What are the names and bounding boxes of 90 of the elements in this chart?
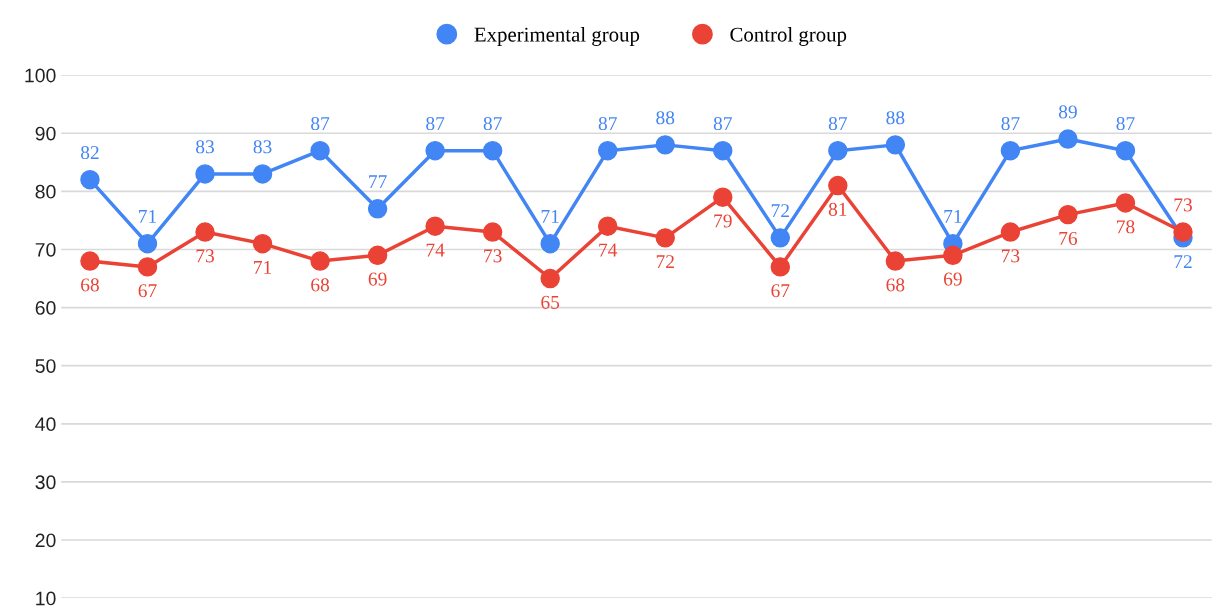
data-label: 87 (828, 116, 847, 131)
data-label: 71 (944, 210, 962, 223)
data-label: 73 (196, 249, 214, 263)
point (425, 140, 445, 161)
point (482, 222, 503, 242)
point (310, 251, 330, 271)
y-tick-label: 20 (35, 533, 56, 548)
data-label: 69 (368, 272, 387, 286)
y-tick-label: 10 (36, 591, 56, 606)
point (655, 135, 675, 155)
data-label: 72 (771, 204, 789, 218)
data-label: 71 (139, 210, 157, 223)
data-label: 67 (138, 284, 157, 298)
data-label: 68 (81, 278, 99, 292)
data-label: 73 (1001, 249, 1020, 263)
point (367, 245, 388, 266)
data-label: 67 (771, 284, 790, 298)
data-label: 74 (426, 243, 445, 257)
point (540, 268, 560, 289)
data-label: 87 (1001, 116, 1020, 131)
point (885, 135, 906, 155)
point (310, 140, 330, 161)
point (597, 216, 618, 236)
y-tick-label: 60 (35, 301, 56, 315)
data-label: 78 (1117, 220, 1135, 234)
point (770, 228, 791, 248)
data-label: 73 (1174, 198, 1192, 212)
point (195, 222, 215, 242)
data-label: 87 (483, 116, 502, 131)
point (80, 170, 100, 190)
data-label: 89 (1058, 105, 1077, 119)
point (1115, 140, 1136, 161)
point (137, 257, 158, 277)
data-label: 87 (713, 116, 732, 131)
data-label: 65 (541, 295, 560, 309)
point (482, 140, 503, 161)
point (828, 175, 848, 196)
point (80, 251, 100, 271)
point (713, 187, 733, 207)
y-tick-label: 50 (35, 359, 56, 373)
point (540, 233, 560, 254)
point (1000, 222, 1021, 242)
point (195, 164, 215, 184)
point (1058, 204, 1078, 225)
point (655, 228, 675, 248)
point (1000, 140, 1021, 161)
point (1058, 129, 1078, 149)
data-label: 72 (656, 255, 674, 269)
y-tick-label: 70 (35, 242, 56, 257)
data-label: 87 (426, 116, 445, 131)
data-label: 76 (1059, 231, 1078, 245)
point (1115, 193, 1136, 213)
point (770, 257, 791, 277)
data-label: 73 (484, 249, 502, 263)
y-tick-label: 90 (35, 126, 56, 141)
point (1173, 222, 1193, 242)
y-tick-label: 80 (35, 184, 56, 199)
data-label: 72 (1174, 255, 1192, 269)
y-tick-label: 30 (35, 475, 56, 490)
data-label: 83 (196, 140, 214, 154)
point (885, 251, 906, 271)
data-label: 69 (944, 272, 962, 286)
data-label: 74 (599, 243, 618, 257)
data-label: 87 (311, 116, 330, 131)
point (137, 233, 158, 254)
data-label: 79 (714, 214, 732, 228)
data-label: 88 (886, 111, 905, 125)
point (713, 140, 733, 161)
data-label: 71 (541, 210, 559, 223)
point (425, 216, 445, 236)
point (367, 199, 388, 219)
data-label: 87 (598, 116, 617, 131)
data-label: 82 (80, 146, 99, 160)
data-label: 83 (253, 140, 272, 154)
y-tick-label: 100 (25, 68, 56, 83)
point (252, 164, 273, 184)
data-label: 71 (254, 260, 272, 274)
point (597, 140, 618, 161)
legend-label: Experimental group (474, 26, 640, 46)
data-label: 81 (828, 202, 847, 216)
y-tick-label: 40 (35, 417, 56, 432)
point (252, 233, 273, 254)
data-label: 88 (656, 111, 675, 125)
data-label: 68 (311, 278, 330, 292)
data-label: 77 (369, 175, 387, 188)
point (828, 140, 848, 161)
legend-label: Control group (730, 26, 847, 46)
point (943, 245, 963, 266)
data-label: 87 (1116, 116, 1135, 131)
data-label: 68 (886, 278, 905, 292)
